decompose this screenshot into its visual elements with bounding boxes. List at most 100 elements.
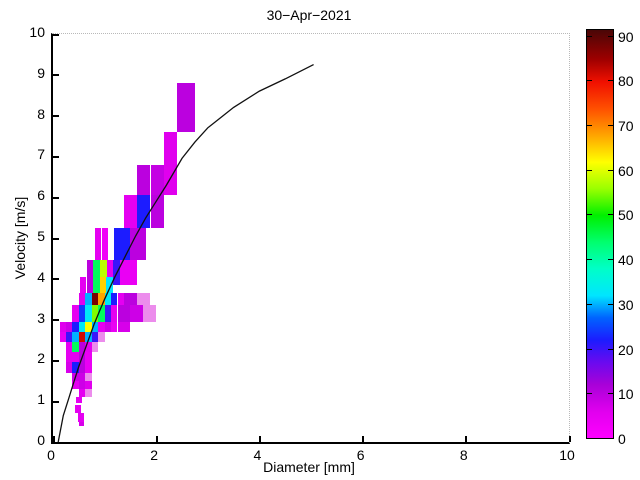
heatmap-cell	[120, 260, 137, 285]
colorbar-tick	[608, 169, 613, 171]
colorbar-tick	[608, 393, 613, 395]
heatmap-cell	[91, 342, 99, 353]
y-tick	[53, 155, 59, 158]
heatmap-cell	[78, 342, 86, 353]
colorbar-tick-label: 30	[618, 296, 634, 313]
x-tick	[52, 436, 55, 442]
y-tick-label: 1	[37, 391, 45, 408]
plot-title: 30−Apr−2021	[266, 7, 352, 23]
heatmap-cell	[130, 305, 144, 322]
heatmap-cell	[78, 331, 86, 342]
heatmap-cell	[150, 164, 164, 196]
heatmap-cell	[76, 397, 83, 404]
heatmap-cell	[78, 389, 86, 398]
colorbar-tick	[587, 303, 592, 305]
colorbar-tick-label: 60	[618, 162, 634, 179]
heatmap-cell	[150, 195, 164, 228]
heatmap-cell	[106, 276, 113, 294]
y-axis-label: Velocity [m/s]	[12, 196, 28, 280]
heatmap-cell	[163, 131, 177, 196]
y-tick-label: 9	[37, 64, 45, 81]
x-tick	[362, 436, 365, 442]
heatmap-cell	[100, 260, 107, 277]
plot-area	[51, 33, 571, 444]
heatmap-cell	[143, 305, 157, 322]
y-tick	[53, 237, 59, 240]
heatmap-cell	[85, 352, 92, 363]
y-tick	[53, 319, 59, 322]
colorbar-tick	[587, 35, 592, 37]
heatmap-cell	[137, 164, 151, 196]
heatmap-cell	[78, 362, 86, 373]
x-tick-label: 6	[356, 447, 365, 463]
colorbar-tick	[587, 80, 592, 82]
y-tick	[53, 115, 59, 118]
colorbar-tick-label: 90	[618, 28, 634, 45]
heatmap-cell	[101, 227, 108, 261]
colorbar-tick	[608, 214, 613, 216]
heatmap-cell	[78, 421, 84, 427]
y-tick-label: 2	[37, 350, 45, 367]
y-tick	[53, 74, 59, 77]
colorbar-tick	[608, 35, 613, 37]
heatmap-cell	[98, 331, 105, 342]
heatmap-cell	[136, 293, 150, 306]
y-tick-label: 0	[37, 432, 45, 448]
colorbar-tick	[608, 303, 613, 305]
colorbar-tick	[608, 438, 613, 439]
heatmap-cell	[78, 321, 86, 332]
x-tick-label: 10	[559, 447, 575, 463]
y-tick	[53, 359, 59, 362]
colorbar-tick-label: 50	[618, 207, 634, 224]
heatmap-cell	[123, 195, 138, 228]
colorbar	[586, 29, 614, 439]
heatmap-cell	[106, 260, 114, 277]
x-tick	[258, 436, 261, 442]
colorbar-tick	[587, 348, 592, 350]
heatmap-cell	[117, 305, 131, 322]
heatmap-cell	[78, 372, 86, 381]
y-tick	[53, 441, 59, 444]
colorbar-tick	[608, 125, 613, 127]
heatmap-cell	[86, 276, 94, 294]
colorbar-tick	[587, 393, 592, 395]
heatmap-cell	[78, 352, 86, 363]
x-tick	[568, 436, 571, 442]
y-tick-label: 8	[37, 105, 45, 122]
colorbar-tick	[608, 80, 613, 82]
colorbar-tick	[587, 259, 592, 261]
y-tick	[53, 33, 59, 36]
heatmap-cell	[74, 405, 82, 414]
y-tick-label: 5	[37, 228, 45, 244]
x-tick	[155, 436, 158, 442]
colorbar-tick-label: 20	[618, 341, 634, 358]
heatmap-cell	[78, 293, 86, 306]
heatmap-cell	[94, 227, 102, 261]
x-tick	[465, 436, 468, 442]
heatmap-cell	[93, 276, 100, 294]
colorbar-tick	[587, 214, 592, 216]
colorbar-tick	[587, 438, 592, 439]
x-tick-label: 0	[47, 447, 55, 463]
heatmap-cell	[124, 293, 137, 306]
heatmap-cell	[117, 321, 131, 332]
colorbar-tick-label: 0	[618, 431, 626, 447]
heatmap-cell	[114, 227, 131, 261]
x-tick-label: 8	[459, 447, 468, 463]
heatmap-cell	[85, 389, 92, 398]
heatmap-cell	[85, 362, 92, 373]
heatmap-cell	[79, 276, 87, 294]
y-tick-label: 10	[29, 24, 45, 40]
heatmap-cell	[78, 380, 86, 389]
colorbar-tick-label: 70	[618, 118, 634, 135]
heatmap-cell	[78, 413, 85, 422]
x-tick-label: 2	[150, 447, 159, 463]
heatmap-cell	[85, 380, 92, 389]
heatmap-cell	[113, 260, 121, 285]
y-tick-label: 4	[37, 268, 45, 285]
heatmap-cell	[78, 305, 86, 322]
heatmap-cell	[86, 260, 94, 277]
heatmap-cell	[93, 260, 100, 277]
x-axis-label: Diameter [mm]	[263, 459, 355, 475]
